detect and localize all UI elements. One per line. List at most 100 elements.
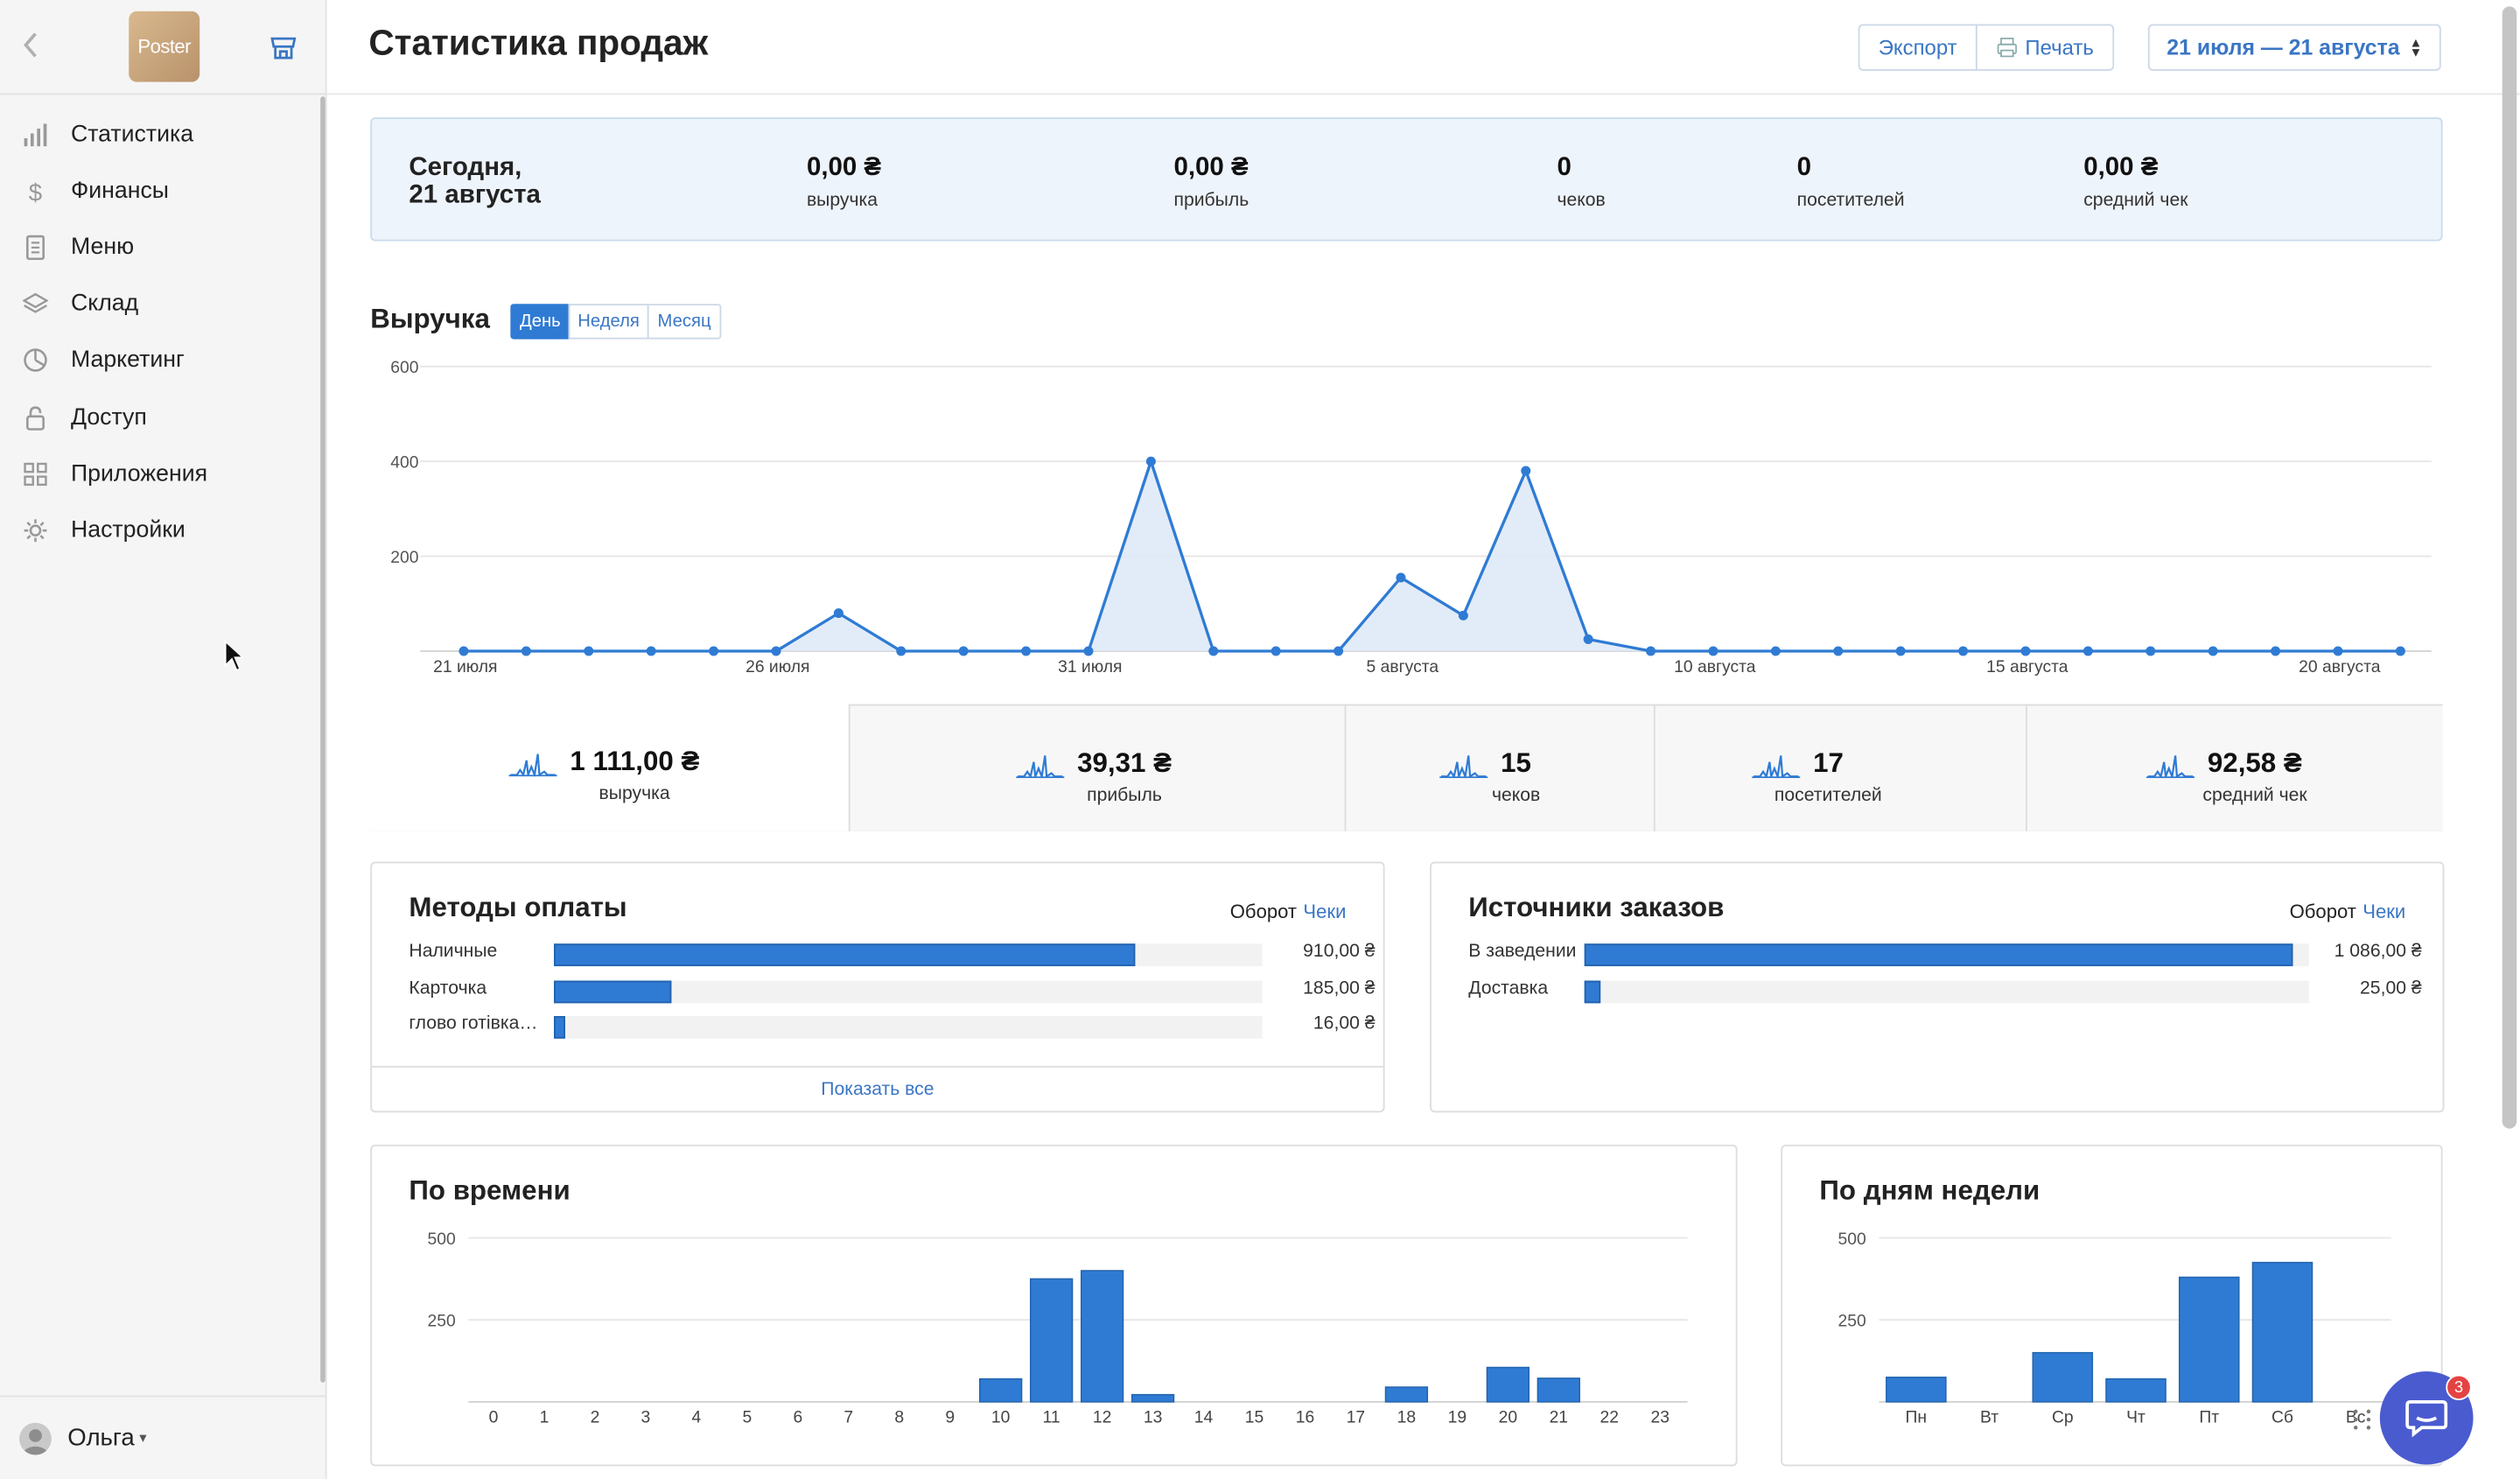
summary-value: 39,31 ₴: [1077, 747, 1172, 779]
data-point[interactable]: [1770, 646, 1781, 656]
grid-icon: [23, 461, 48, 487]
data-point[interactable]: [1396, 572, 1406, 583]
data-point[interactable]: [1208, 646, 1219, 656]
sidebar-item-apps[interactable]: Приложения: [0, 445, 314, 502]
data-point[interactable]: [1021, 646, 1032, 656]
data-point[interactable]: [1145, 456, 1156, 466]
data-point[interactable]: [2020, 646, 2031, 656]
kpi-label: средний чек: [2083, 191, 2188, 211]
page-title: Статистика продаж: [368, 22, 709, 63]
x-tick-label: 23: [1651, 1409, 1670, 1427]
today-title-line1: Сегодня,: [409, 154, 522, 182]
sparkline-icon: [1439, 755, 1488, 779]
caret-down-icon: ▾: [139, 1429, 147, 1446]
bar[interactable]: [2178, 1276, 2240, 1403]
data-point[interactable]: [2146, 646, 2156, 656]
data-point[interactable]: [1895, 646, 1906, 656]
data-point[interactable]: [1708, 646, 1718, 656]
bar[interactable]: [2032, 1351, 2094, 1403]
store-button[interactable]: [267, 32, 299, 65]
sidebar-item-settings[interactable]: Настройки: [0, 502, 314, 559]
print-button[interactable]: Печать: [1975, 24, 2115, 71]
data-point[interactable]: [1334, 646, 1344, 656]
sort-arrows-icon: ▲ ▼: [2409, 34, 2423, 60]
x-tick-label: 4: [692, 1409, 702, 1427]
summary-avg-check[interactable]: 92,58 ₴ средний чек: [2025, 704, 2443, 831]
user-menu[interactable]: Ольга ▾: [0, 1395, 327, 1479]
sparkline-icon: [508, 754, 557, 777]
x-tick-label: 16: [1296, 1409, 1314, 1427]
bar[interactable]: [1130, 1393, 1175, 1403]
data-point[interactable]: [1583, 634, 1593, 644]
show-all-link[interactable]: Показать все: [372, 1065, 1383, 1111]
data-point[interactable]: [1646, 646, 1656, 656]
bar[interactable]: [1536, 1377, 1580, 1403]
sidebar-item-finance[interactable]: $ Финансы: [0, 163, 314, 220]
data-point[interactable]: [1958, 646, 1969, 656]
bar[interactable]: [1886, 1377, 1947, 1403]
sidebar-item-access[interactable]: Доступ: [0, 389, 314, 445]
summary-value: 15: [1501, 747, 1531, 779]
bar[interactable]: [2251, 1261, 2314, 1403]
bar[interactable]: [2105, 1377, 2166, 1403]
bar-track: [1584, 943, 2309, 967]
data-point[interactable]: [833, 608, 844, 619]
export-button[interactable]: Экспорт: [1858, 24, 1978, 71]
data-point[interactable]: [646, 646, 656, 656]
sidebar-item-marketing[interactable]: Маркетинг: [0, 333, 314, 389]
data-point[interactable]: [2208, 646, 2218, 656]
tab-month[interactable]: Месяц: [647, 304, 722, 340]
toggle-checks[interactable]: Чеки: [2362, 900, 2406, 923]
x-tick-label: 19: [1448, 1409, 1466, 1427]
data-point[interactable]: [2082, 646, 2093, 656]
data-point[interactable]: [2271, 646, 2281, 656]
back-button[interactable]: [19, 29, 48, 64]
data-point[interactable]: [521, 646, 531, 656]
sidebar-item-label: Доступ: [70, 404, 147, 431]
sparkline-icon: [1752, 755, 1801, 779]
sidebar-item-warehouse[interactable]: Склад: [0, 276, 314, 333]
svg-text:$: $: [29, 179, 42, 204]
tab-day[interactable]: День: [510, 304, 570, 340]
sidebar-item-menu[interactable]: Меню: [0, 220, 314, 277]
page-scrollbar[interactable]: [2502, 6, 2517, 1129]
summary-checks[interactable]: 15 чеков: [1344, 704, 1654, 831]
summary-visitors[interactable]: 17 посетителей: [1653, 704, 2026, 831]
today-title-line2: 21 августа: [409, 181, 541, 209]
bar[interactable]: [1080, 1270, 1124, 1403]
x-tick-label: 2: [591, 1409, 600, 1427]
data-point[interactable]: [1083, 646, 1094, 656]
data-point[interactable]: [958, 646, 969, 656]
tab-week[interactable]: Неделя: [568, 304, 649, 340]
summary-revenue[interactable]: 1 111,00 ₴ выручка: [370, 704, 849, 831]
data-point[interactable]: [709, 646, 719, 656]
toggle-turnover[interactable]: Оборот: [2289, 900, 2356, 923]
bar[interactable]: [1486, 1366, 1530, 1403]
data-point[interactable]: [584, 646, 594, 656]
bar-track: [554, 979, 1263, 1003]
data-point[interactable]: [2395, 646, 2405, 656]
mouse-cursor-icon: [224, 640, 243, 672]
sidebar-scrollbar[interactable]: [320, 96, 326, 1383]
data-point[interactable]: [1458, 610, 1468, 620]
bar[interactable]: [979, 1377, 1023, 1403]
x-tick-label: Ср: [2052, 1409, 2074, 1427]
bar[interactable]: [1029, 1278, 1074, 1403]
summary-profit[interactable]: 39,31 ₴ прибыль: [848, 704, 1345, 831]
date-range-picker[interactable]: 21 июля — 21 августа ▲ ▼: [2147, 24, 2441, 71]
summary-value: 1 111,00 ₴: [570, 746, 700, 777]
data-point[interactable]: [2333, 646, 2343, 656]
drag-handle-icon[interactable]: [2353, 1408, 2372, 1431]
data-point[interactable]: [458, 646, 469, 656]
data-point[interactable]: [771, 646, 781, 656]
data-point[interactable]: [1521, 466, 1531, 476]
data-point[interactable]: [896, 646, 906, 656]
data-point[interactable]: [1833, 646, 1844, 656]
toggle-turnover[interactable]: Оборот: [1229, 900, 1298, 923]
y-tick-label: 600: [390, 359, 418, 377]
bar[interactable]: [1384, 1386, 1429, 1403]
today-kpi-checks: 0 чеков: [1557, 154, 1605, 210]
sidebar-item-statistics[interactable]: Статистика: [0, 106, 314, 163]
data-point[interactable]: [1270, 646, 1281, 656]
toggle-checks[interactable]: Чеки: [1303, 900, 1347, 923]
